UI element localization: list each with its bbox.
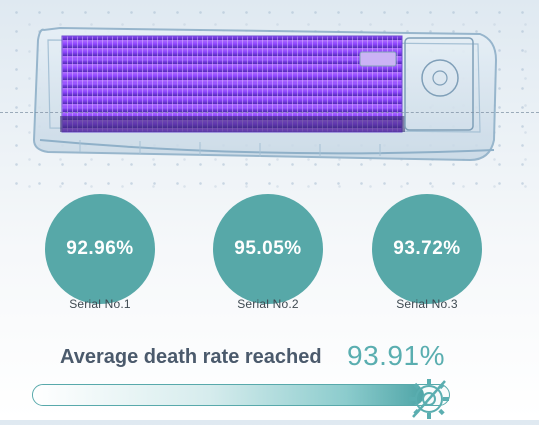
result-rate-2: 95.05%	[234, 238, 302, 259]
serial-label-3: Serial No.3	[396, 297, 458, 311]
result-circle-3: 93.72%	[372, 194, 482, 304]
air-conditioner-image	[0, 0, 539, 200]
result-circle-1: 92.96%	[45, 194, 155, 304]
serial-label-2: Serial No.2	[237, 297, 299, 311]
result-rate-3: 93.72%	[393, 238, 461, 259]
result-circle-2: 95.05%	[213, 194, 323, 304]
average-label: Average death rate reached	[60, 346, 322, 368]
average-value: 93.91%	[347, 340, 445, 371]
serial-label-1: Serial No.1	[69, 297, 131, 311]
progress-bar	[32, 384, 450, 406]
virus-gear-icon	[405, 375, 453, 420]
dashed-guide-line	[0, 112, 539, 113]
progress-bar-fill	[33, 385, 424, 405]
result-rate-1: 92.96%	[66, 238, 134, 259]
